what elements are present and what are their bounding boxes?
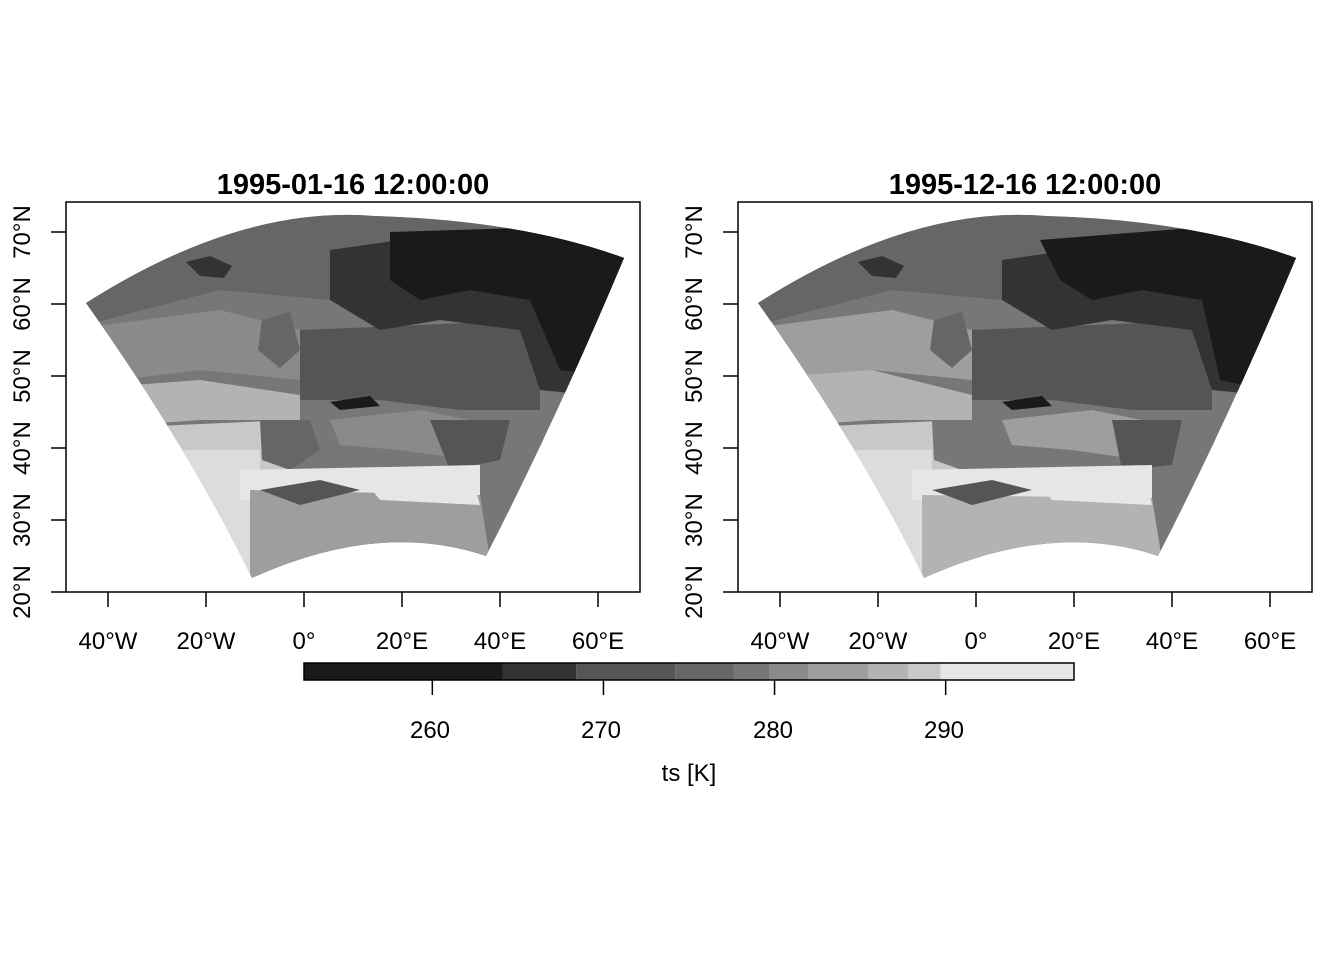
- y-tick-label: 20°N: [9, 565, 36, 619]
- plot-frame: [65, 201, 641, 593]
- y-axis: [723, 231, 738, 593]
- panel-title: 1995-12-16 12:00:00: [889, 169, 1161, 201]
- temperature-field: [758, 214, 1296, 579]
- x-tick-label: 40°W: [79, 628, 138, 655]
- y-tick-label: 50°N: [681, 349, 708, 403]
- colorbar-tick-label: 280: [753, 717, 793, 744]
- x-tick-label: 20°W: [849, 628, 908, 655]
- colorbar-tick-label: 260: [410, 717, 450, 744]
- x-tick-label: 40°W: [751, 628, 810, 655]
- colorbar-segment: [576, 663, 676, 680]
- y-tick-labels: 20°N 30°N 40°N 50°N 60°N 70°N: [681, 205, 708, 619]
- y-tick-labels: 20°N 30°N 40°N 50°N 60°N 70°N: [9, 205, 36, 619]
- colorbar-label: ts [K]: [662, 760, 717, 787]
- x-tick-labels: 40°W 20°W 0° 20°E 40°E 60°E: [79, 628, 625, 655]
- colorbar: 260 270 280 290 ts [K]: [303, 662, 1075, 787]
- y-tick-label: 70°N: [681, 205, 708, 259]
- colorbar-ticks: [431, 680, 947, 695]
- map-panel-january: 1995-01-16 12:00:00: [9, 169, 641, 655]
- x-tick-labels: 40°W 20°W 0° 20°E 40°E 60°E: [751, 628, 1297, 655]
- colorbar-segment: [769, 663, 809, 680]
- x-tick-label: 60°E: [572, 628, 624, 655]
- colorbar-segment: [940, 663, 1074, 680]
- y-tick-label: 70°N: [9, 205, 36, 259]
- y-tick-label: 30°N: [9, 493, 36, 547]
- colorbar-segment: [808, 663, 869, 680]
- x-tick-label: 0°: [293, 628, 316, 655]
- temperature-field: [86, 214, 624, 579]
- plot-frame: [737, 201, 1313, 593]
- x-tick-label: 60°E: [1244, 628, 1296, 655]
- y-axis: [51, 231, 66, 593]
- x-tick-label: 40°E: [1146, 628, 1198, 655]
- map-panel-december: 1995-12-16 12:00:00: [681, 169, 1313, 655]
- y-tick-label: 60°N: [681, 277, 708, 331]
- colorbar-segment: [733, 663, 770, 680]
- colorbar-tick-label: 290: [924, 717, 964, 744]
- y-tick-label: 40°N: [681, 421, 708, 475]
- y-tick-label: 20°N: [681, 565, 708, 619]
- x-tick-label: 20°W: [177, 628, 236, 655]
- x-tick-label: 0°: [965, 628, 988, 655]
- colorbar-segment: [908, 663, 941, 680]
- colorbar-segment: [304, 663, 503, 680]
- y-tick-label: 60°N: [9, 277, 36, 331]
- colorbar-segment: [502, 663, 577, 680]
- x-tick-label: 20°E: [1048, 628, 1100, 655]
- x-tick-label: 40°E: [474, 628, 526, 655]
- colorbar-frame: [303, 662, 1075, 681]
- colorbar-segments: [304, 663, 1074, 680]
- colorbar-segment: [868, 663, 909, 680]
- y-tick-label: 50°N: [9, 349, 36, 403]
- y-tick-label: 30°N: [681, 493, 708, 547]
- x-axis: [107, 592, 599, 607]
- y-tick-label: 40°N: [9, 421, 36, 475]
- colorbar-segment: [675, 663, 734, 680]
- x-tick-label: 20°E: [376, 628, 428, 655]
- x-axis: [779, 592, 1271, 607]
- colorbar-tick-label: 270: [581, 717, 621, 744]
- panel-title: 1995-01-16 12:00:00: [217, 169, 489, 201]
